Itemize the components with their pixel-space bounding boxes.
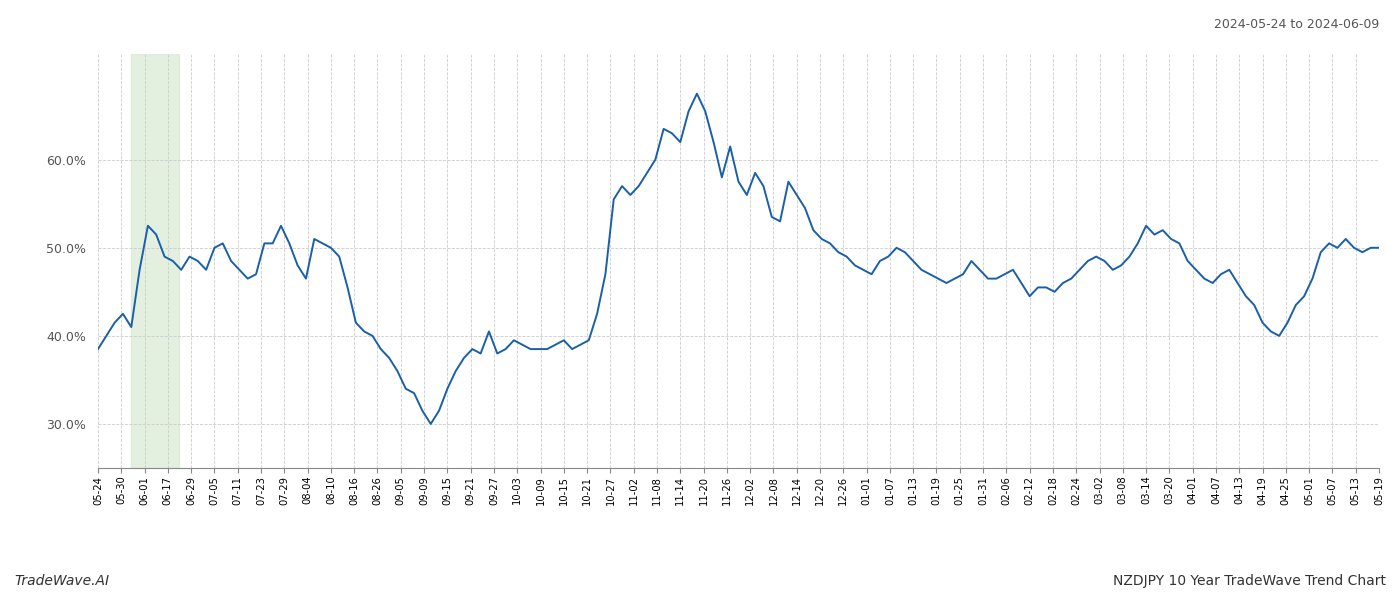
- Text: NZDJPY 10 Year TradeWave Trend Chart: NZDJPY 10 Year TradeWave Trend Chart: [1113, 574, 1386, 588]
- Bar: [132, 54, 179, 468]
- Text: TradeWave.AI: TradeWave.AI: [14, 574, 109, 588]
- Text: 2024-05-24 to 2024-06-09: 2024-05-24 to 2024-06-09: [1214, 18, 1379, 31]
